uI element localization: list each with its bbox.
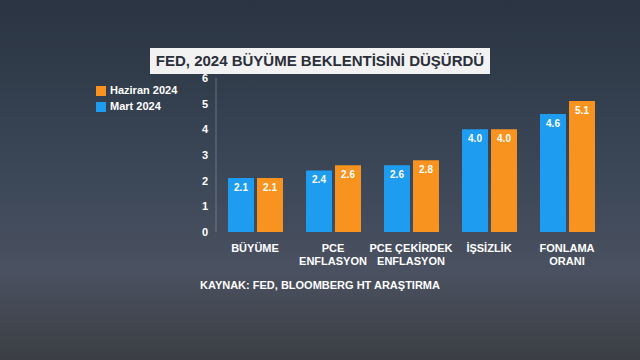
svg-text:3: 3 [202, 149, 208, 161]
svg-text:PCE: PCE [322, 242, 345, 254]
svg-text:6: 6 [202, 72, 208, 84]
svg-text:2.4: 2.4 [312, 174, 326, 185]
svg-text:0: 0 [202, 226, 208, 238]
html-text:KAYNAK: FED, BLOOMBERG HT ARAŞ: KAYNAK: FED, BLOOMBERG HT ARAŞTIRMA [200, 279, 440, 291]
svg-text:PCE ÇEKİRDEK: PCE ÇEKİRDEK [369, 242, 452, 254]
svg-text:ENFLASYON: ENFLASYON [377, 255, 445, 267]
svg-text:İŞSİZLİK: İŞSİZLİK [466, 242, 511, 254]
svg-text:5: 5 [202, 98, 208, 110]
svg-text:ORANI: ORANI [549, 255, 584, 267]
svg-text:2.1: 2.1 [234, 182, 248, 193]
svg-text:2.8: 2.8 [419, 164, 433, 175]
svg-text:5.1: 5.1 [575, 105, 589, 116]
svg-text:BÜYÜME: BÜYÜME [231, 242, 279, 254]
svg-text:2.6: 2.6 [390, 169, 404, 180]
svg-text:4.0: 4.0 [497, 133, 511, 144]
svg-text:4.0: 4.0 [468, 133, 482, 144]
html-text:Mart 2024: Mart 2024 [110, 100, 161, 112]
html-text:FED, 2024 BÜYÜME BEKLENTİSİNİ: FED, 2024 BÜYÜME BEKLENTİSİNİ DÜŞÜRDÜ [155, 52, 485, 69]
svg-text:2.1: 2.1 [263, 182, 277, 193]
svg-text:4.6: 4.6 [546, 118, 560, 129]
svg-text:2: 2 [202, 175, 208, 187]
svg-text:FONLAMA: FONLAMA [540, 242, 595, 254]
svg-text:ENFLASYON: ENFLASYON [299, 255, 367, 267]
html-text:Haziran 2024: Haziran 2024 [110, 84, 178, 96]
svg-text:1: 1 [202, 200, 208, 212]
svg-text:2.6: 2.6 [341, 169, 355, 180]
svg-text:4: 4 [202, 123, 209, 135]
